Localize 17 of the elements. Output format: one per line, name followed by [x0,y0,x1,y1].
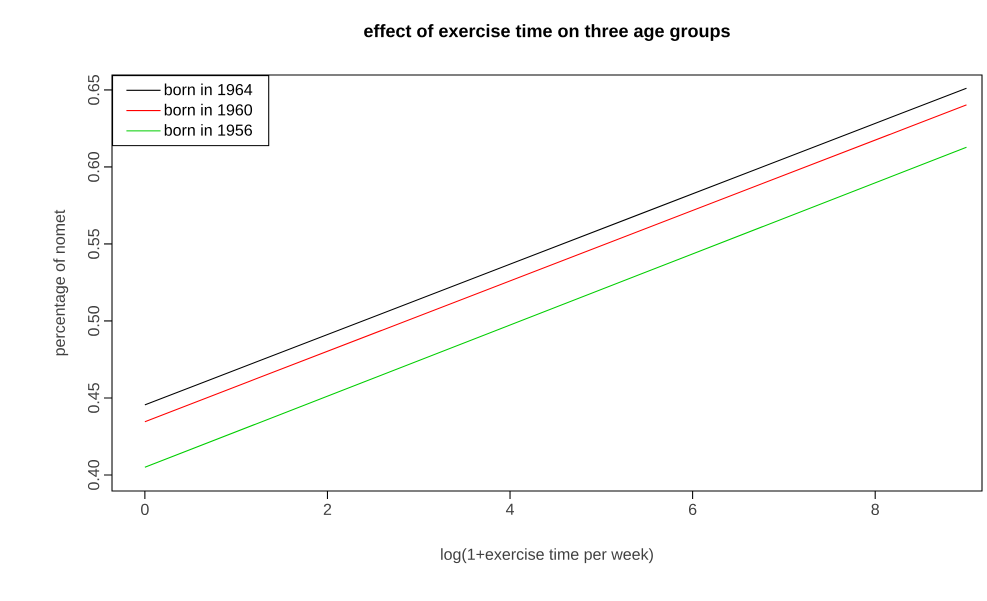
y-tick-label: 0.55 [88,229,100,259]
y-tick-label: 0.65 [88,75,100,105]
legend-label: born in 1956 [164,124,252,136]
y-tick-label: 0.45 [88,383,100,413]
x-axis-title: log(1+exercise time per week) [441,548,653,564]
x-tick-label: 2 [324,504,332,515]
y-tick-label: 0.50 [88,306,100,336]
y-axis-title: percentage of nomet [53,210,68,356]
chart-title: effect of exercise time on three age groups [364,24,730,41]
legend-label: born in 1964 [164,84,252,96]
x-tick-label: 0 [141,504,149,516]
x-tick-label: 6 [688,504,696,516]
x-tick-label: 8 [871,504,879,516]
y-tick-label: 0.60 [88,152,100,182]
legend-label: born in 1960 [164,104,252,116]
y-tick-label: 0.40 [88,460,100,490]
x-tick-label: 4 [506,504,514,515]
